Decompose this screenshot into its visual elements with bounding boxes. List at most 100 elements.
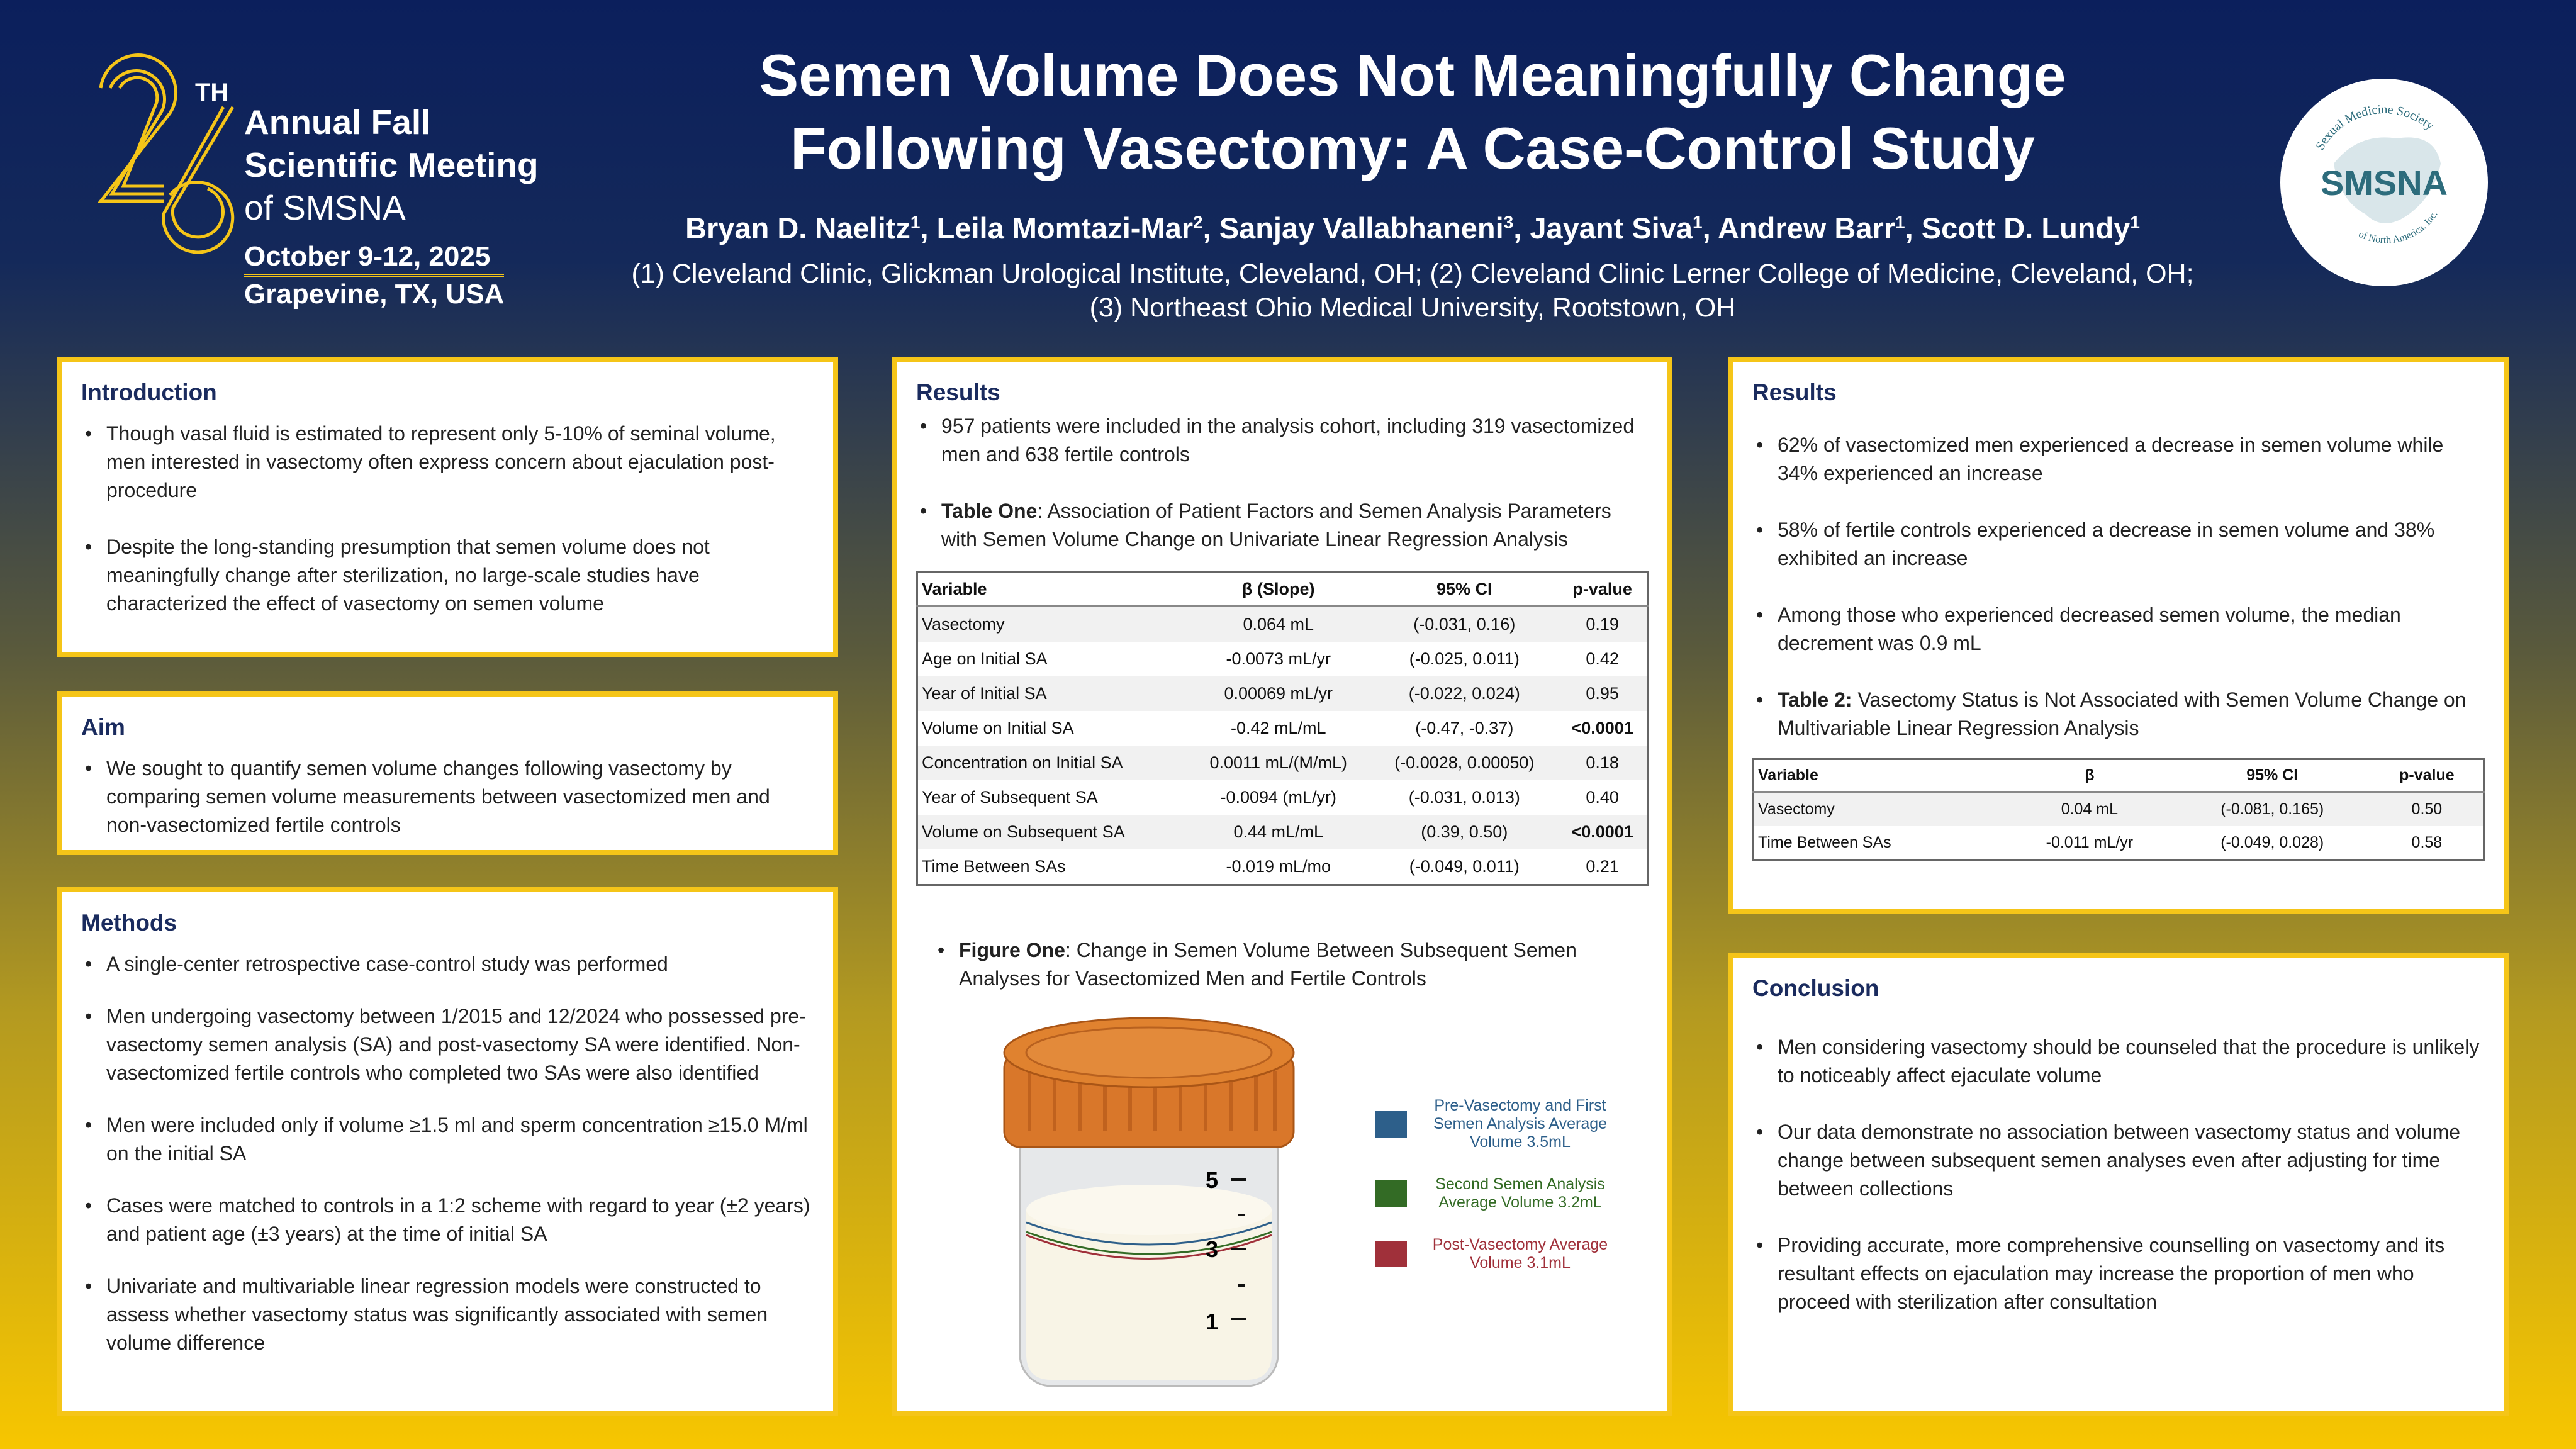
table-cell: (-0.081, 0.165) — [2173, 792, 2371, 826]
table-cell: 0.44 mL/mL — [1186, 815, 1371, 849]
table-cell: Time Between SAs — [1758, 834, 1891, 851]
table-row: Time Between SAs -0.011 mL/yr (-0.049, 0.0… — [1754, 826, 2484, 861]
table-one-caption: Table One: Association of Patient Factor… — [916, 497, 1649, 554]
meeting-logo: TH Annual Fall Scientific Meeting of SMS… — [88, 44, 566, 315]
conclusion-panel: Conclusion Men considering vasectomy sho… — [1728, 953, 2509, 1416]
author: Sanjay Vallabhaneni3, — [1219, 211, 1530, 245]
table-cell: 0.18 — [1558, 746, 1648, 780]
table-row: Vasectomy 0.064 mL (-0.031, 0.16) 0.19 — [917, 606, 1648, 642]
legend-swatch — [1375, 1241, 1407, 1267]
bullet-item: Cases were matched to controls in a 1:2 … — [81, 1192, 814, 1248]
results2-list: 62% of vasectomized men experienced a de… — [1752, 431, 2485, 657]
aim-panel: Aim We sought to quantify semen volume c… — [57, 691, 838, 855]
table-row: Volume on Subsequent SA 0.44 mL/mL (0.39, … — [917, 815, 1648, 849]
column-header: Variable — [1753, 759, 2006, 793]
table-row: Vasectomy 0.04 mL (-0.081, 0.165) 0.50 — [1753, 792, 2484, 826]
legend-item: Post-Vasectomy Average Volume 3.1mL — [1375, 1236, 1615, 1272]
bullet-item: 58% of fertile controls experienced a de… — [1752, 516, 2485, 573]
table-cell: 0.064 mL — [1186, 606, 1371, 642]
table-cell: -0.42 mL/mL — [1230, 719, 1326, 737]
methods-list: A single-center retrospective case-contr… — [81, 950, 814, 1357]
author-list: Bryan D. Naelitz1, Leila Momtazi-Mar2, S… — [554, 211, 2271, 245]
logo-line2: Scientific Meeting — [244, 145, 539, 184]
table-cell: -0.011 mL/yr — [2046, 834, 2134, 851]
table-header-row: Variable β 95% CI p-value — [1753, 759, 2484, 793]
results1-bullet: 957 patients were included in the analys… — [916, 412, 1649, 469]
column-header: 95% CI — [1370, 572, 1559, 607]
methods-heading: Methods — [81, 910, 177, 936]
title-line2: Following Vasectomy: A Case-Control Stud… — [790, 115, 2035, 181]
poster-title: Semen Volume Does Not Meaningfully Chang… — [554, 39, 2271, 185]
legend-swatch — [1375, 1111, 1407, 1138]
table-cell: Age on Initial SA — [922, 649, 1048, 668]
bullet-item: Univariate and multivariable linear regr… — [81, 1272, 814, 1357]
figure-one-caption: Figure One: Change in Semen Volume Betwe… — [934, 936, 1649, 993]
figure-legend: Pre-Vasectomy and First Semen Analysis A… — [1375, 1097, 1615, 1296]
bullet-item: We sought to quantify semen volume chang… — [81, 754, 814, 839]
results-panel-1: Results 957 patients were included in th… — [892, 357, 1672, 1416]
affiliation-line2: (3) Northeast Ohio Medical University, R… — [1089, 293, 1736, 323]
bullet-item: Men undergoing vasectomy between 1/2015 … — [81, 1002, 814, 1087]
table-cell: -0.0094 (mL/yr) — [1220, 788, 1337, 807]
table-cell: Volume on Initial SA — [922, 719, 1074, 737]
table-cell: <0.0001 — [1571, 719, 1633, 737]
legend-label: Pre-Vasectomy and First Semen Analysis A… — [1433, 1097, 1608, 1151]
column-header: β (Slope) — [1186, 572, 1371, 607]
smsna-acronym: SMSNA — [2320, 162, 2448, 203]
legend-item: Pre-Vasectomy and First Semen Analysis A… — [1375, 1097, 1615, 1151]
column-header: β — [2005, 759, 2174, 793]
scale-label-1: 1 — [1206, 1309, 1218, 1334]
table-cell: 0.40 — [1586, 788, 1619, 807]
table-cell: (-0.0028, 0.00050) — [1370, 746, 1559, 780]
results1-heading: Results — [916, 379, 1000, 405]
affiliation-line1: (1) Cleveland Clinic, Glickman Urologica… — [631, 259, 2194, 289]
table-cell: 0.50 — [2370, 792, 2484, 826]
table-cell: (-0.022, 0.024) — [1370, 676, 1559, 711]
results-panel-2: Results 62% of vasectomized men experien… — [1728, 357, 2509, 914]
logo-date: October 9-12, 2025 — [244, 239, 505, 277]
table-cell: 0.00069 mL/yr — [1186, 676, 1371, 711]
table-cell: (-0.031, 0.013) — [1408, 788, 1520, 807]
table-cell: -0.0073 mL/yr — [1226, 649, 1331, 668]
table-cell: Year of Subsequent SA — [922, 788, 1098, 807]
logo-line1: Annual Fall — [244, 103, 431, 142]
bullet-item: Men considering vasectomy should be coun… — [1752, 1033, 2485, 1090]
author: Scott D. Lundy1 — [1921, 211, 2140, 245]
legend-label: Post-Vasectomy Average Volume 3.1mL — [1432, 1236, 1608, 1272]
logo-th: TH — [195, 79, 228, 106]
bullet-item: Our data demonstrate no association betw… — [1752, 1118, 2485, 1203]
title-line1: Semen Volume Does Not Meaningfully Chang… — [759, 42, 2066, 108]
table-header-row: Variable β (Slope) 95% CI p-value — [917, 572, 1648, 607]
table-cell: 0.21 — [1586, 857, 1619, 876]
table-two-caption: Table 2: Vasectomy Status is Not Associa… — [1752, 686, 2485, 742]
bullet-item: Men were included only if volume ≥1.5 ml… — [81, 1111, 814, 1168]
logo-line3: of SMSNA — [244, 188, 406, 227]
number-26-logo-icon: TH — [97, 53, 235, 254]
second-sa-volume-line — [1026, 1231, 1272, 1255]
author: Andrew Barr1, — [1717, 211, 1922, 245]
bullet-item: Though vasal fluid is estimated to repre… — [81, 420, 814, 505]
aim-heading: Aim — [81, 714, 125, 740]
table-cell: Time Between SAs — [922, 857, 1066, 876]
specimen-cup-illustration: 5 3 1 — [1003, 1017, 1295, 1387]
table-cell: Year of Initial SA — [917, 676, 1187, 711]
table-row: Age on Initial SA -0.0073 mL/yr (-0.025, 0… — [917, 642, 1648, 676]
north-america-map-icon: Sexual Medicine Society of North America… — [2313, 103, 2441, 246]
table-cell: <0.0001 — [1558, 815, 1648, 849]
table-row: Time Between SAs -0.019 mL/mo (-0.049, 0.0… — [917, 849, 1648, 885]
post-vasectomy-volume-line — [1026, 1234, 1272, 1260]
affiliations: (1) Cleveland Clinic, Glickman Urologica… — [554, 257, 2271, 325]
column-header: Variable — [917, 572, 1187, 607]
table-cell: (-0.049, 0.028) — [2220, 834, 2324, 851]
introduction-list: Though vasal fluid is estimated to repre… — [81, 420, 814, 618]
bullet-item: Despite the long-standing presumption th… — [81, 533, 814, 618]
smsna-logo: Sexual Medicine Society of North America… — [2280, 79, 2488, 286]
table-cell: 0.95 — [1558, 676, 1648, 711]
table-row: Concentration on Initial SA 0.0011 mL/(M/… — [917, 746, 1648, 780]
table-cell: 0.04 mL — [2005, 792, 2174, 826]
table-cell: Vasectomy — [917, 606, 1187, 642]
table-cell: -0.019 mL/mo — [1226, 857, 1331, 876]
results2-heading: Results — [1752, 379, 1837, 405]
legend-item: Second Semen Analysis Average Volume 3.2… — [1375, 1175, 1615, 1212]
table-cell: Vasectomy — [1753, 792, 2006, 826]
